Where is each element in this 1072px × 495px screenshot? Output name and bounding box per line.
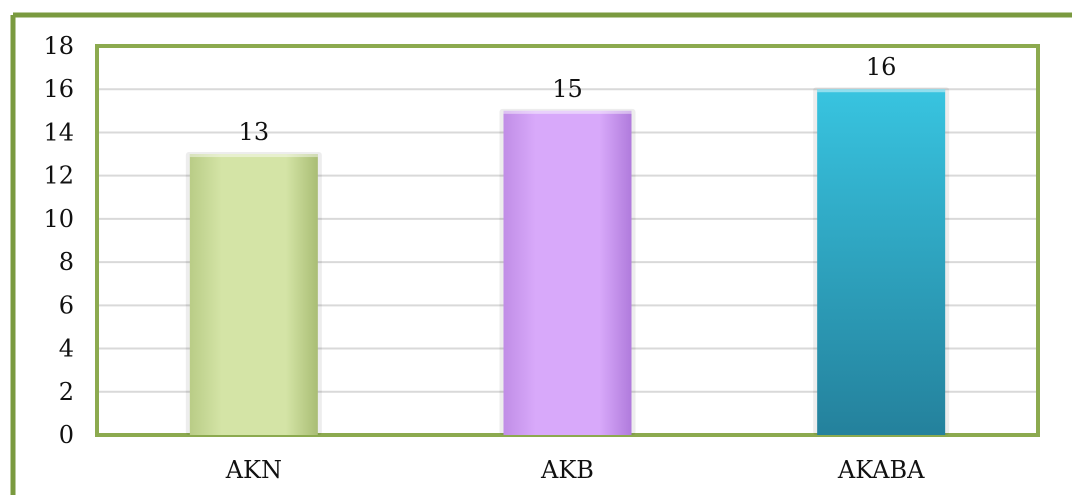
y-tick-label: 16 (43, 75, 74, 103)
data-labels: 13 15 16 (239, 53, 897, 146)
bar-cap (189, 154, 318, 158)
outer-frame (10, 12, 1072, 495)
x-category-label: AKABA (837, 456, 925, 484)
y-tick-label: 10 (43, 205, 74, 233)
y-tick-label: 12 (43, 162, 74, 190)
y-axis-ticks: 0 2 4 6 8 10 12 14 16 18 (43, 32, 74, 449)
y-tick-label: 0 (59, 421, 74, 449)
data-label: 16 (866, 53, 897, 81)
x-category-label: AKB (540, 456, 594, 484)
y-tick-label: 14 (43, 118, 74, 146)
bar-akaba (817, 89, 946, 435)
bars (185, 87, 950, 436)
bar-akn (189, 154, 318, 436)
y-tick-label: 6 (59, 291, 74, 319)
x-category-label: AKN (225, 456, 282, 484)
x-axis-labels: AKN AKB AKABA (225, 456, 925, 484)
y-tick-label: 2 (59, 378, 74, 406)
bar-cap (503, 110, 632, 114)
bar-akb (503, 110, 632, 435)
y-tick-label: 18 (43, 32, 74, 60)
data-label: 15 (552, 75, 583, 103)
y-tick-label: 8 (59, 248, 74, 276)
bar-cap (817, 89, 946, 93)
data-label: 13 (239, 118, 270, 146)
y-tick-label: 4 (59, 335, 74, 363)
